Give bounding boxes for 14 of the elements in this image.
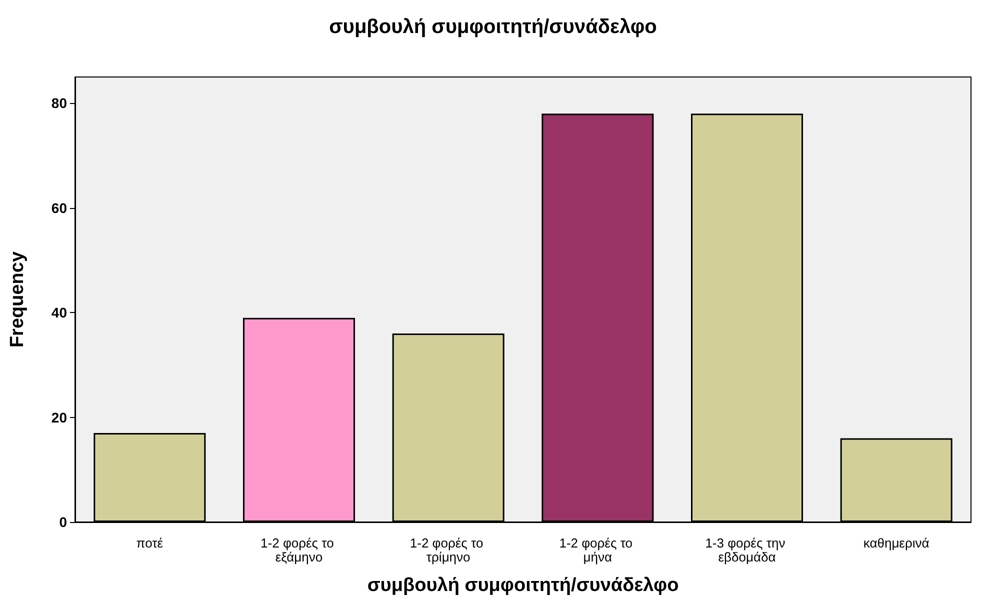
y-axis-title: Frequency [7, 251, 28, 348]
y-tick-label: 60 [51, 200, 68, 216]
x-axis-title: συμβουλή συμφοιτητή/συνάδελφο [367, 575, 679, 596]
x-tick-label: καθημερινά [863, 536, 930, 550]
x-tick-label: ποτέ [136, 536, 164, 550]
x-tick-label: 1-2 φορές το εξάμηνο [260, 536, 338, 564]
x-tick-label: 1-2 φορές το τρίμηνο [410, 536, 487, 564]
y-tick-label: 80 [51, 95, 68, 112]
chart-title: συμβουλή συμφοιτητή/συνάδελφο [329, 16, 657, 38]
x-tick-label: 1-3 φορές την εβδομάδα [705, 536, 789, 564]
y-tick-label: 0 [59, 514, 68, 530]
y-tick-label: 40 [51, 304, 68, 321]
x-tick-label: 1-2 φορές το μήνα [559, 536, 636, 564]
y-tick-label: 20 [51, 409, 68, 426]
